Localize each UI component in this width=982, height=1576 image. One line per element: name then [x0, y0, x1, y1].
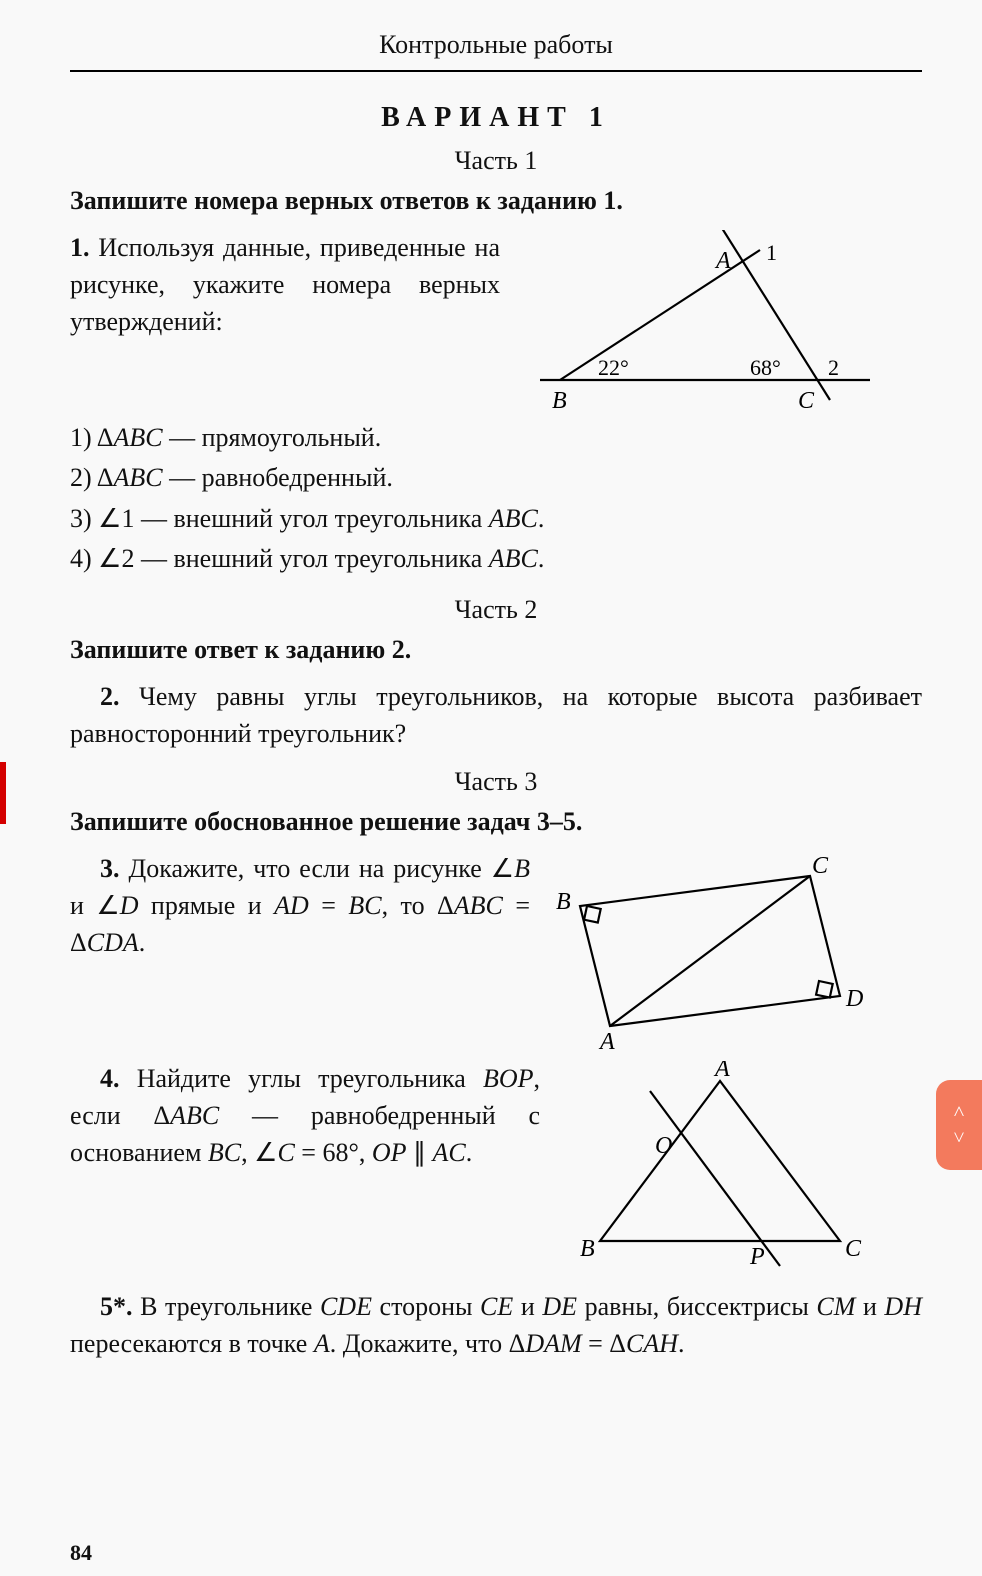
task5: 5*. В треугольнике CDE стороны CE и DE р… — [70, 1289, 922, 1363]
svg-text:A: A — [598, 1029, 615, 1051]
svg-text:B: B — [580, 1236, 595, 1262]
svg-text:A: A — [713, 1061, 730, 1082]
highlight-mark — [0, 762, 6, 824]
svg-text:C: C — [798, 388, 815, 410]
task4-num: 4. — [100, 1064, 120, 1093]
task2-body: Чему равны углы треугольников, на которы… — [70, 682, 922, 748]
part3-title: Часть 3 — [70, 767, 922, 797]
task3-figure: A B C D — [550, 851, 880, 1051]
option-2: 2) ΔABC — равнобедренный. — [70, 458, 922, 498]
part2-title: Часть 2 — [70, 595, 922, 625]
task4-text: 4. Найдите углы треуголь­ника BOP, если … — [70, 1061, 540, 1172]
task3-text: 3. Докажите, что если на рисунке ∠B и ∠D… — [70, 851, 530, 962]
nav-up-button[interactable]: ˄ — [953, 1102, 964, 1122]
part3-instruction: Запишите обоснованное решение задач 3–5. — [70, 807, 922, 837]
svg-text:68°: 68° — [750, 355, 781, 380]
svg-text:2: 2 — [828, 355, 839, 380]
task1-num: 1. — [70, 233, 90, 262]
task5-num: 5*. — [100, 1292, 133, 1321]
page-header: Контрольные работы — [70, 30, 922, 72]
svg-text:P: P — [749, 1244, 765, 1270]
task1-figure: B C A 22° 68° 1 2 — [520, 230, 880, 410]
task1-body: Используя данные, приведенные на рисунке… — [70, 233, 500, 336]
option-4: 4) ∠2 — внешний угол треугольника ABC. — [70, 539, 922, 579]
svg-text:A: A — [714, 248, 731, 274]
task1-text: 1. Используя данные, приведенные на рису… — [70, 230, 500, 341]
task1-options: 1) ΔABC — прямоугольный. 2) ΔABC — равно… — [70, 418, 922, 579]
option-1: 1) ΔABC — прямоугольный. — [70, 418, 922, 458]
option-3: 3) ∠1 — внешний угол треугольника ABC. — [70, 499, 922, 539]
task4-row: 4. Найдите углы треуголь­ника BOP, если … — [70, 1061, 922, 1271]
svg-text:D: D — [845, 986, 863, 1012]
page-number: 84 — [70, 1540, 92, 1566]
svg-text:B: B — [552, 388, 567, 410]
svg-text:O: O — [655, 1133, 672, 1159]
svg-text:B: B — [556, 889, 571, 915]
task3-row: 3. Докажите, что если на рисунке ∠B и ∠D… — [70, 851, 922, 1051]
svg-text:1: 1 — [766, 240, 777, 265]
task2-num: 2. — [100, 682, 120, 711]
task2: 2. Чему равны углы треугольников, на кот… — [70, 679, 922, 753]
variant-title: ВАРИАНТ 1 — [70, 102, 922, 134]
part1-title: Часть 1 — [70, 146, 922, 176]
nav-widget: ˄ ˅ — [936, 1080, 982, 1170]
task4-figure: A B C O P — [560, 1061, 880, 1271]
part2-instruction: Запишите ответ к заданию 2. — [70, 635, 922, 665]
part1-instruction: Запишите номера верных ответов к заданию… — [70, 186, 922, 216]
task1-row: 1. Используя данные, приведенные на рису… — [70, 230, 922, 410]
nav-down-button[interactable]: ˅ — [953, 1128, 964, 1148]
task3-num: 3. — [100, 854, 120, 883]
svg-text:C: C — [845, 1236, 862, 1262]
svg-text:C: C — [812, 853, 829, 879]
svg-text:22°: 22° — [598, 355, 629, 380]
